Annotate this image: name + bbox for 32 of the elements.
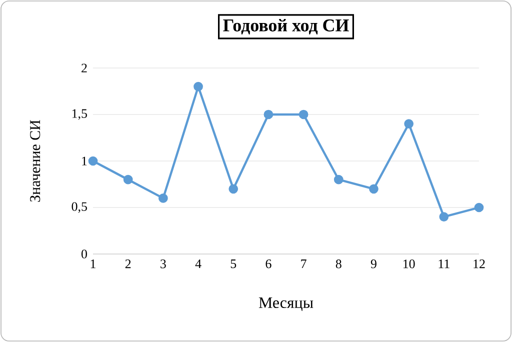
x-tick-label: 12	[474, 260, 485, 268]
y-tick-label: 0,5	[72, 202, 87, 213]
point	[264, 110, 274, 120]
x-tick-label: 8	[336, 260, 342, 268]
x-axis-title: Месяцы	[258, 297, 314, 311]
x-tick-label: 10	[403, 260, 415, 268]
y-tick-label: 1	[82, 156, 87, 166]
y-tick-label: 1,5	[72, 109, 87, 120]
point	[158, 194, 168, 203]
point	[439, 212, 449, 222]
x-tick-label: 1	[90, 260, 96, 268]
x-tick-label: 7	[301, 260, 306, 268]
y-tick-label: 0	[82, 250, 87, 258]
x-tick-label: 9	[370, 260, 376, 268]
x-tick-label: 5	[230, 260, 236, 268]
x-tick-label: 6	[266, 260, 272, 268]
x-tick-label: 2	[125, 260, 131, 268]
point	[228, 184, 238, 194]
point	[404, 119, 414, 128]
point	[123, 174, 133, 184]
point	[194, 82, 203, 92]
chart-title: Годовой ход СИ	[223, 18, 349, 34]
y-axis-title: Значение СИ	[30, 120, 40, 202]
x-tick-label: 4	[195, 260, 202, 268]
x-tick-label: 3	[160, 260, 166, 268]
y-tick-label: 2	[82, 64, 87, 72]
point	[369, 184, 378, 194]
x-tick-label: 11	[438, 260, 450, 268]
point	[334, 174, 344, 184]
point	[88, 156, 98, 166]
point	[298, 110, 308, 120]
point	[474, 202, 484, 212]
